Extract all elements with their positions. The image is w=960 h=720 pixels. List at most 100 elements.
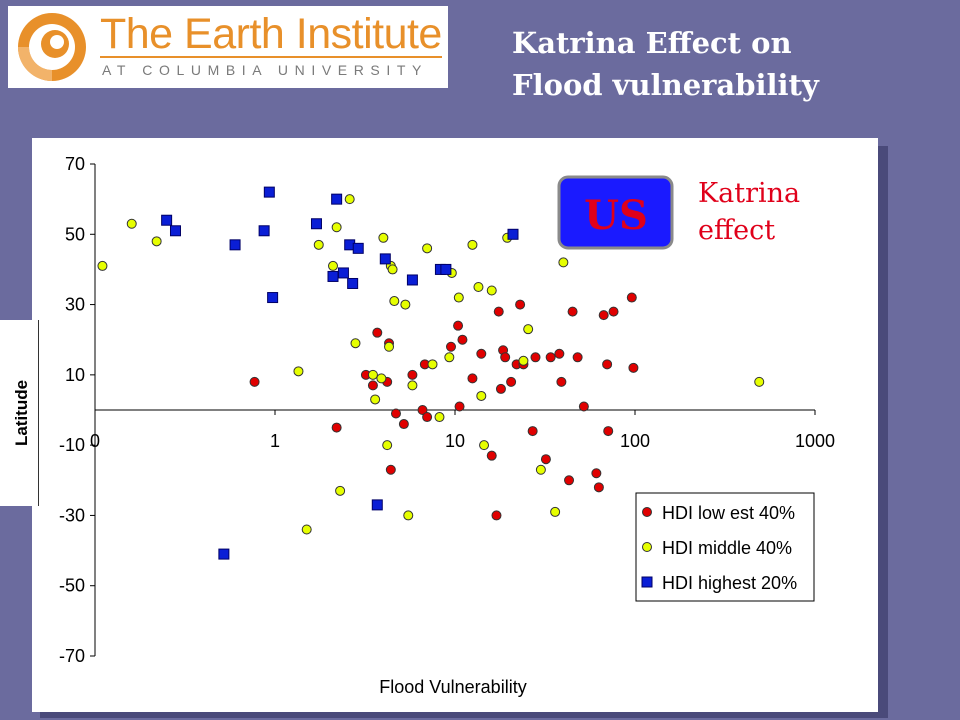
- data-point-s1: [467, 239, 478, 250]
- data-point-s1: [313, 239, 324, 250]
- y-tick-label: -10: [59, 435, 85, 455]
- y-axis-label: Latitude: [12, 380, 31, 446]
- data-point-s2: [263, 186, 275, 198]
- katrina-effect-label: effect: [698, 215, 775, 246]
- data-point-s1: [97, 260, 108, 271]
- data-point-s1: [444, 352, 455, 363]
- data-point-s1: [382, 440, 393, 451]
- y-tick-label: -50: [59, 576, 85, 596]
- data-point-s0: [417, 405, 428, 415]
- data-point-s0: [628, 362, 639, 373]
- us-callout-box: [557, 175, 674, 250]
- x-tick-label: 100: [620, 431, 650, 451]
- data-point-s1: [367, 369, 378, 380]
- swirl-logo-icon: [18, 13, 86, 81]
- data-point-s1: [407, 380, 418, 391]
- data-point-s2: [258, 225, 270, 237]
- legend-label-s2: HDI highest 20%: [662, 573, 797, 593]
- data-point-s0: [578, 401, 589, 412]
- data-point-s0: [500, 352, 511, 363]
- data-point-s1: [453, 292, 464, 303]
- data-point-s0: [626, 292, 637, 303]
- data-point-s2: [440, 263, 452, 275]
- data-point-s0: [385, 464, 396, 475]
- data-point-s1: [370, 394, 381, 405]
- data-point-s1: [389, 296, 400, 307]
- data-point-s2: [229, 239, 241, 251]
- x-tick-label: 1000: [795, 431, 835, 451]
- data-point-s2: [406, 274, 418, 286]
- x-tick-label: 10: [445, 431, 465, 451]
- data-point-s0: [602, 359, 613, 370]
- data-point-s0: [422, 412, 433, 423]
- data-point-s0: [407, 369, 418, 380]
- logo-name: The Earth Institute: [100, 10, 442, 58]
- data-point-s1: [403, 510, 414, 521]
- katrina-callout: US Katrina effect: [557, 175, 800, 250]
- x-tick-label: 0: [90, 431, 100, 451]
- legend-box: [635, 492, 815, 602]
- data-point-s2: [218, 548, 230, 560]
- data-point-s1: [486, 285, 497, 296]
- chart-marks: [97, 186, 765, 560]
- data-point-s0: [467, 373, 478, 384]
- data-point-s0: [554, 348, 565, 359]
- data-point-s1: [479, 440, 490, 451]
- katrina-effect-label: Katrina: [698, 178, 800, 209]
- data-point-s0: [372, 327, 383, 338]
- data-point-s2: [507, 228, 519, 240]
- data-point-s0: [491, 510, 502, 521]
- data-point-s0: [476, 348, 487, 359]
- data-point-s0: [453, 320, 464, 331]
- data-point-s2: [161, 214, 173, 226]
- data-point-s1: [126, 218, 137, 229]
- data-point-s1: [535, 464, 546, 475]
- data-point-s1: [400, 299, 411, 310]
- data-point-s1: [473, 282, 484, 292]
- data-point-s0: [445, 341, 456, 352]
- data-point-s1: [476, 390, 487, 401]
- legend-label-s1: HDI middle 40%: [662, 538, 792, 558]
- data-point-s0: [367, 380, 378, 391]
- slide-title: Katrina Effect on Flood vulnerability: [512, 22, 819, 106]
- data-point-s1: [558, 257, 569, 268]
- data-point-s2: [327, 270, 339, 282]
- y-tick-label: 70: [65, 154, 85, 174]
- data-point-s0: [249, 376, 260, 387]
- data-point-s0: [598, 310, 609, 321]
- legend-marker-s1: [642, 542, 652, 552]
- data-point-s1: [550, 506, 561, 517]
- data-point-s1: [387, 264, 398, 275]
- data-point-s1: [293, 366, 304, 377]
- data-point-s2: [371, 499, 383, 511]
- data-point-s1: [376, 373, 387, 384]
- data-point-s2: [331, 193, 343, 205]
- us-callout-label: US: [584, 192, 648, 239]
- data-point-s1: [434, 412, 445, 423]
- data-point-s2: [169, 225, 181, 237]
- data-point-s2: [267, 292, 279, 304]
- data-point-s0: [567, 306, 578, 317]
- data-point-s0: [556, 376, 567, 387]
- data-point-s1: [754, 376, 765, 387]
- data-point-s2: [379, 253, 391, 265]
- slide-title-line-2: Flood vulnerability: [512, 68, 819, 102]
- y-tick-label: -70: [59, 646, 85, 666]
- y-tick-label: 30: [65, 295, 85, 315]
- data-point-s0: [572, 352, 583, 363]
- data-point-s0: [454, 401, 465, 412]
- data-point-s0: [486, 450, 497, 461]
- data-point-s1: [301, 524, 312, 535]
- data-point-s0: [527, 426, 538, 437]
- chart-axes: 70 50 30 10 -10 -30 -50 -70 0 1 10 100 1000 Flood Vul…: [59, 154, 835, 697]
- logo-subtitle: AT COLUMBIA UNIVERSITY: [102, 62, 428, 78]
- x-tick-label: 1: [270, 431, 280, 451]
- data-point-s1: [422, 243, 433, 254]
- data-point-s0: [506, 376, 517, 387]
- data-point-s0: [540, 454, 551, 465]
- data-point-s2: [347, 277, 359, 289]
- data-point-s0: [593, 482, 604, 493]
- slide-title-line-1: Katrina Effect on: [512, 26, 792, 60]
- data-point-s1: [523, 324, 534, 335]
